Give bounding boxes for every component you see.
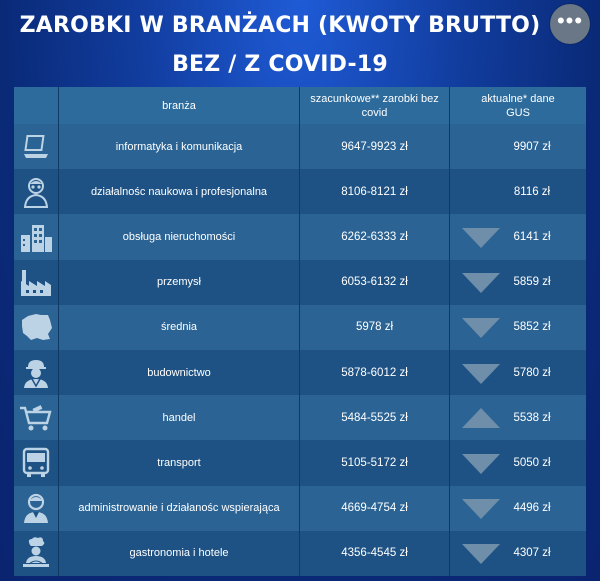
actual-salary-value: 4496 zł	[513, 502, 551, 515]
estimated-salary-cell: 5978 zł	[355, 321, 394, 334]
estimated-salary-cell: 6262-6333 zł	[341, 230, 408, 243]
table-row: średnia 5978 zł 5852 zł	[14, 304, 586, 350]
actual-salary-cell: 5780 zł	[450, 350, 586, 395]
chef-icon	[14, 531, 58, 576]
actual-salary-value: 5859 zł	[513, 276, 551, 289]
ellipsis-icon: •••	[556, 8, 584, 33]
poland-map-icon	[14, 305, 58, 350]
actual-salary-value: 5538 zł	[513, 411, 551, 424]
construction-worker-icon	[14, 350, 58, 395]
table-row: handel 5484-5525 zł 5538 zł	[14, 395, 586, 441]
estimated-salary-cell: 4356-4545 zł	[341, 547, 408, 560]
actual-salary-value: 5852 zł	[513, 321, 551, 334]
more-options-button[interactable]: •••	[550, 4, 590, 44]
arrow-down-icon	[462, 499, 500, 520]
arrow-down-icon	[462, 544, 500, 565]
scientist-icon	[14, 169, 58, 214]
estimated-salary-cell: 6053-6132 zł	[341, 276, 408, 289]
salary-table: branża szacunkowe** zarobki bez covid ak…	[14, 87, 586, 576]
estimated-salary-cell: 5878-6012 zł	[341, 366, 408, 379]
table-header: branża szacunkowe** zarobki bez covid ak…	[14, 87, 586, 124]
actual-salary-value: 6141 zł	[513, 230, 551, 243]
branch-cell: obsługa nieruchomości	[122, 230, 236, 243]
table-row: administrowanie i działanośc wspierająca…	[14, 485, 586, 531]
shopping-cart-icon	[14, 395, 58, 440]
arrow-down-icon	[462, 318, 500, 339]
column-divider	[58, 87, 59, 576]
arrow-down-icon	[462, 453, 500, 474]
actual-salary-value: 5050 zł	[513, 456, 551, 469]
bus-icon	[14, 440, 58, 485]
office-worker-icon	[14, 486, 58, 531]
actual-salary-cell: 5538 zł	[450, 395, 586, 440]
table-row: działalnośc naukowa i profesjonalna 8106-…	[14, 169, 586, 215]
header-estimated: szacunkowe** zarobki bez covid	[310, 92, 439, 119]
branch-cell: informatyka i komunikacja	[115, 140, 243, 153]
actual-salary-cell: 4496 zł	[450, 486, 586, 531]
arrow-down-icon	[462, 273, 500, 294]
column-divider	[299, 87, 300, 576]
branch-cell: handel	[162, 411, 196, 424]
header-actual: aktualne* dane GUS	[481, 92, 555, 119]
table-row: przemysł 6053-6132 zł 5859 zł	[14, 259, 586, 305]
factory-icon	[14, 260, 58, 305]
branch-cell: budownictwo	[147, 366, 211, 379]
actual-salary-cell: 8116 zł	[450, 169, 586, 214]
title-line-1: ZAROBKI W BRANŻACH (KWOTY BRUTTO)	[19, 13, 541, 38]
actual-salary-cell: 9907 zł	[450, 124, 586, 169]
actual-salary-value: 5780 zł	[513, 366, 551, 379]
actual-salary-value: 4307 zł	[513, 547, 551, 560]
branch-cell: administrowanie i działanośc wspierająca	[78, 502, 280, 515]
actual-salary-value: 9907 zł	[513, 140, 551, 153]
branch-cell: działalnośc naukowa i profesjonalna	[90, 185, 268, 198]
estimated-salary-cell: 5105-5172 zł	[341, 456, 408, 469]
actual-salary-cell: 5852 zł	[450, 305, 586, 350]
header-icon-column	[14, 87, 58, 124]
table-row: informatyka i komunikacja 9647-9923 zł 990…	[14, 124, 586, 170]
laptop-icon	[14, 124, 58, 169]
branch-cell: gastronomia i hotele	[129, 547, 229, 560]
estimated-salary-cell: 4669-4754 zł	[341, 502, 408, 515]
estimated-salary-cell: 9647-9923 zł	[341, 140, 408, 153]
actual-salary-cell: 5050 zł	[450, 440, 586, 485]
table-row: obsługa nieruchomości 6262-6333 zł 6141 zł	[14, 214, 586, 260]
buildings-icon	[14, 214, 58, 259]
column-divider	[449, 87, 450, 576]
branch-cell: transport	[157, 456, 201, 469]
branch-cell: średnia	[160, 321, 198, 334]
actual-salary-cell: 4307 zł	[450, 531, 586, 576]
title-line-2: BEZ / Z COVID-19	[172, 52, 388, 77]
estimated-salary-cell: 8106-8121 zł	[341, 185, 408, 198]
header-branch: branża	[162, 99, 196, 112]
branch-cell: przemysł	[156, 276, 201, 289]
arrow-down-icon	[462, 227, 500, 248]
arrow-up-icon	[462, 407, 500, 428]
arrow-down-icon	[462, 363, 500, 384]
table-row: budownictwo 5878-6012 zł 5780 zł	[14, 350, 586, 396]
table-row: gastronomia i hotele 4356-4545 zł 4307 zł	[14, 530, 586, 576]
table-row: transport 5105-5172 zł 5050 zł	[14, 440, 586, 486]
actual-salary-cell: 5859 zł	[450, 260, 586, 305]
estimated-salary-cell: 5484-5525 zł	[341, 411, 408, 424]
page-title: ZAROBKI W BRANŻACH (KWOTY BRUTTO) BEZ / …	[0, 6, 560, 84]
actual-salary-value: 8116 zł	[513, 185, 551, 198]
actual-salary-cell: 6141 zł	[450, 214, 586, 259]
